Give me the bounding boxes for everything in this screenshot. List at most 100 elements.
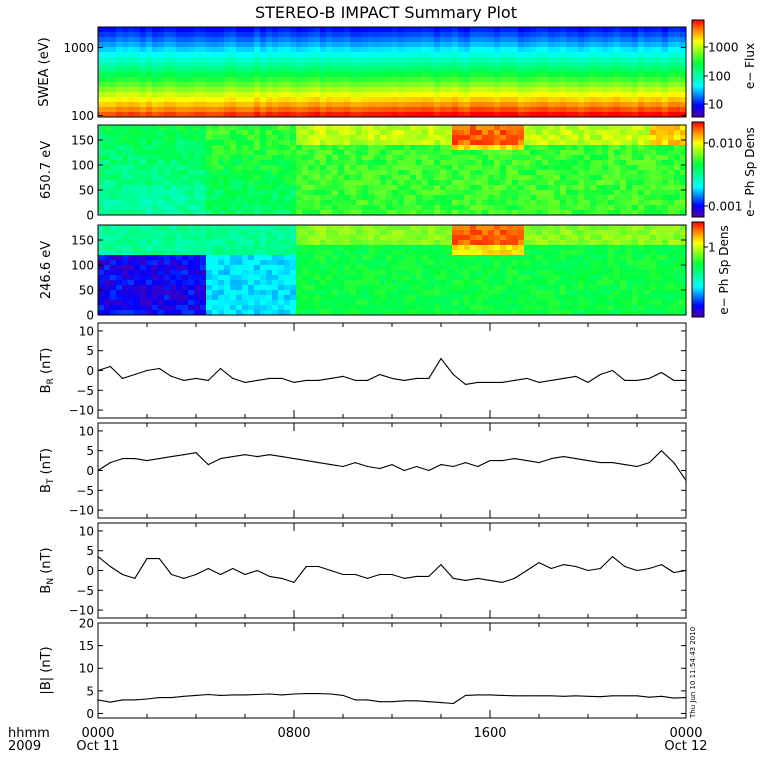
- swea-cell: [542, 87, 549, 93]
- pad-650-cell: [404, 190, 411, 196]
- pad-650-cell: [314, 145, 321, 151]
- swea-cell: [470, 97, 477, 103]
- swea-cell: [206, 102, 213, 108]
- pad-650-cell: [590, 190, 597, 196]
- pad-650-cell: [272, 190, 279, 196]
- pad-246-cell: [260, 245, 267, 251]
- pad-650-cell: [242, 205, 249, 211]
- pad-246-cell: [194, 300, 201, 306]
- pad-650-cell: [464, 170, 471, 176]
- pad-650-cell: [248, 210, 255, 215]
- pad-246-cell: [260, 295, 267, 301]
- pad-650-cell: [518, 165, 525, 171]
- pad-650-cell: [446, 130, 453, 136]
- pad-650-cell: [626, 190, 633, 196]
- swea-cell: [680, 37, 686, 43]
- pad-650-ytick-label: 100: [71, 159, 94, 173]
- swea-cell: [566, 57, 573, 63]
- pad-246-cell: [284, 235, 291, 241]
- swea-cell: [614, 92, 621, 98]
- pad-650-cell: [596, 200, 603, 206]
- pad-246-cell: [350, 260, 357, 266]
- swea-cell: [200, 32, 207, 38]
- pad-650-cell: [596, 195, 603, 201]
- pad-650-cell: [482, 125, 489, 131]
- pad-246-cell: [272, 270, 279, 276]
- swea-cell: [632, 32, 639, 38]
- pad-650-cell: [212, 205, 219, 211]
- swea-cell: [188, 27, 195, 33]
- swea-cell: [452, 27, 459, 33]
- pad-650-cell: [572, 130, 579, 136]
- swea-cell: [290, 32, 297, 38]
- swea-cell: [680, 52, 686, 58]
- pad-650-cell: [260, 145, 267, 151]
- swea-cell: [422, 102, 429, 108]
- pad-650-cell: [134, 180, 141, 186]
- pad-650-cell: [278, 175, 285, 181]
- pad-650-cell: [284, 200, 291, 206]
- pad-650-cell: [458, 125, 465, 131]
- swea-cell: [590, 32, 597, 38]
- swea-cell: [620, 32, 627, 38]
- pad-246-cell: [464, 300, 471, 306]
- pad-650-cell: [470, 190, 477, 196]
- swea-cell: [266, 87, 273, 93]
- swea-cell: [560, 87, 567, 93]
- pad-650-cell: [116, 210, 123, 215]
- pad-650-cell: [422, 165, 429, 171]
- pad-246-cell: [452, 275, 459, 281]
- pad-650-cell: [392, 125, 399, 131]
- pad-650-cell: [224, 125, 231, 131]
- pad-246-cell: [338, 235, 345, 241]
- pad-246-cell: [470, 255, 477, 261]
- pad-246-cell: [278, 250, 285, 256]
- pad-246-cell: [512, 245, 519, 251]
- swea-cell: [650, 37, 657, 43]
- swea-cell: [134, 37, 141, 43]
- swea-cell: [584, 47, 591, 53]
- swea-cell: [278, 62, 285, 68]
- pad-246-cell: [572, 290, 579, 296]
- pad-650-cell: [356, 180, 363, 186]
- pad-650-cell: [152, 200, 159, 206]
- swea-cell: [584, 112, 591, 117]
- pad-650-cell: [428, 155, 435, 161]
- swea-cell: [320, 82, 327, 88]
- pad-650-cell: [260, 190, 267, 196]
- pad-650-cell: [200, 205, 207, 211]
- swea-cell: [680, 42, 686, 48]
- pad-246-cell: [512, 265, 519, 271]
- pad-246-cell: [110, 255, 117, 261]
- pad-650-cell: [122, 180, 129, 186]
- swea-cell: [428, 97, 435, 103]
- pad-246-cell: [296, 310, 303, 315]
- pad-246-cell: [344, 285, 351, 291]
- pad-650-cell: [380, 130, 387, 136]
- pad-246-cell: [506, 260, 513, 266]
- pad-650-cell: [680, 210, 686, 215]
- pad-246-cell: [332, 250, 339, 256]
- pad-246-cell: [428, 295, 435, 301]
- pad-650-cell: [350, 205, 357, 211]
- pad-650-cell: [236, 150, 243, 156]
- swea-cell: [374, 47, 381, 53]
- pad-650-cell: [164, 145, 171, 151]
- pad-246-cell: [488, 275, 495, 281]
- pad-650-cell: [608, 210, 615, 215]
- swea-cell: [530, 92, 537, 98]
- pad-246-cell: [482, 240, 489, 246]
- swea-cell: [224, 72, 231, 78]
- swea-cell: [614, 97, 621, 103]
- pad-246-cell: [344, 260, 351, 266]
- swea-cell: [404, 92, 411, 98]
- swea-cell: [656, 72, 663, 78]
- swea-cell: [368, 112, 375, 117]
- swea-cell: [200, 52, 207, 58]
- pad-650-cell: [416, 175, 423, 181]
- pad-246-cell: [428, 250, 435, 256]
- pad-246-cell: [176, 310, 183, 315]
- swea-cell: [350, 57, 357, 63]
- pad-650-cell: [242, 185, 249, 191]
- pad-246-cell: [458, 235, 465, 241]
